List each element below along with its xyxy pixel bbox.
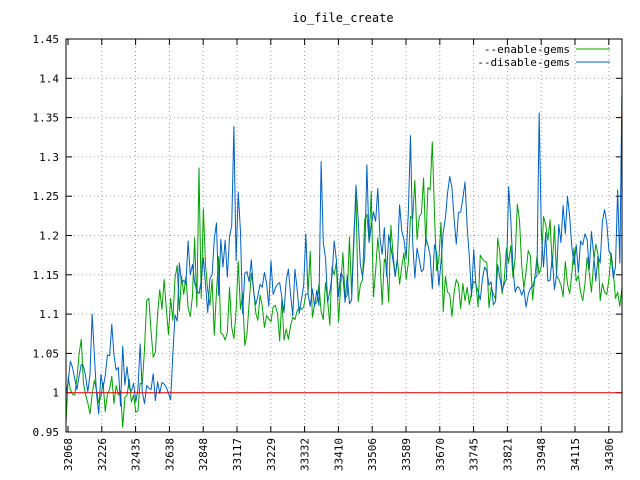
x-tick-label: 33229: [265, 438, 278, 471]
y-axis: 0.95 1 1.05 1.1 1.15 1.2 1.25 1.3 1.35 1.4 1.45: [33, 33, 622, 439]
y-tick-label: 1.15: [33, 269, 60, 282]
y-tick-label: 1.2: [39, 230, 59, 243]
y-tick-label: 1.1: [39, 308, 59, 321]
x-tick-label: 32848: [197, 438, 210, 471]
legend: --enable-gems--disable-gems: [477, 43, 610, 69]
series-line-disable-gems: [65, 86, 623, 415]
chart-title: io_file_create: [292, 11, 393, 25]
x-tick-label: 33506: [366, 438, 379, 471]
y-tick-label: 1.45: [33, 33, 60, 46]
y-tick-label: 0.95: [33, 426, 60, 439]
x-tick-label: 33589: [400, 438, 413, 471]
x-tick-label: 34306: [603, 438, 616, 471]
x-tick-label: 33745: [468, 438, 481, 471]
y-tick-label: 1.25: [33, 190, 60, 203]
x-tick-label: 32435: [130, 438, 143, 471]
x-tick-label: 32638: [163, 438, 176, 471]
grid: [66, 39, 622, 432]
x-tick-label: 33948: [535, 438, 548, 471]
legend-label: --enable-gems: [484, 43, 570, 56]
x-tick-label: 32068: [62, 438, 75, 471]
series-line-enable-gems: [65, 141, 623, 428]
y-tick-label: 1.4: [39, 72, 59, 85]
x-tick-label: 33670: [434, 438, 447, 471]
plot-frame: [65, 38, 623, 433]
x-tick-label: 32226: [96, 438, 109, 471]
x-tick-label: 33821: [501, 438, 514, 471]
x-axis: 32068 32226 32435 32638 32848 33117 33229 33332…: [62, 39, 616, 471]
y-tick-label: 1.05: [33, 347, 60, 360]
x-tick-label: 34115: [569, 438, 582, 471]
x-tick-label: 33117: [231, 438, 244, 471]
y-tick-label: 1: [52, 387, 59, 400]
x-tick-label: 33332: [299, 438, 312, 471]
y-tick-label: 1.3: [39, 151, 59, 164]
x-tick-label: 33410: [332, 438, 345, 471]
plot-lines: [65, 86, 623, 428]
y-tick-label: 1.35: [33, 112, 60, 125]
legend-label: --disable-gems: [477, 56, 570, 69]
